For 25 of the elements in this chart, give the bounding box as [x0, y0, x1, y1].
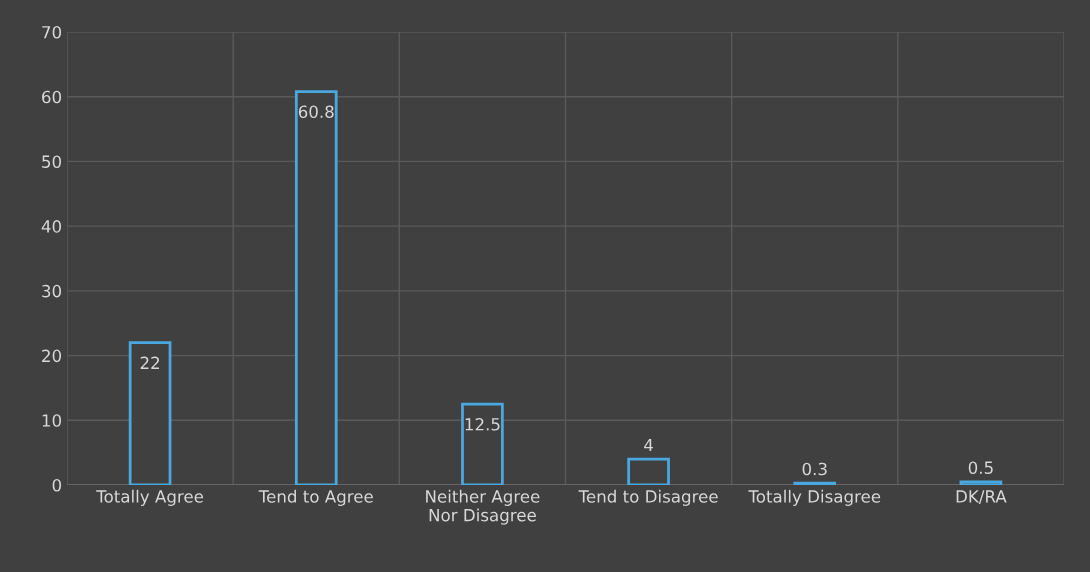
bar [461, 402, 504, 485]
bar [627, 457, 670, 485]
bar [128, 341, 172, 485]
x-tick-label: Tend to Disagree [578, 489, 718, 506]
x-tick-label: Totally Agree [96, 489, 204, 506]
data-label: 4 [644, 438, 653, 452]
bar [959, 480, 1003, 485]
data-label: 60.8 [298, 105, 334, 119]
data-label: 0.3 [802, 462, 827, 476]
data-label: 12.5 [465, 417, 500, 431]
x-tick-label: Neither Agree Nor Disagree [426, 489, 540, 525]
y-tick-label: 70 [42, 25, 62, 39]
y-tick-label: 40 [41, 220, 62, 233]
data-label: 22 [140, 356, 160, 369]
data-label: 0.5 [968, 461, 993, 475]
y-tick-label: 50 [42, 155, 62, 168]
x-tick-label: DK/RA [956, 490, 1007, 505]
y-tick-label: 0 [52, 478, 62, 492]
y-tick-label: 10 [42, 414, 62, 427]
x-tick-label: Tend to Agree [258, 489, 373, 506]
x-tick-label: Totally Disagree [748, 489, 881, 506]
y-tick-label: 30 [42, 284, 62, 298]
y-tick-label: 20 [42, 349, 62, 363]
y-tick-label: 60 [42, 90, 62, 104]
bar [294, 90, 338, 485]
